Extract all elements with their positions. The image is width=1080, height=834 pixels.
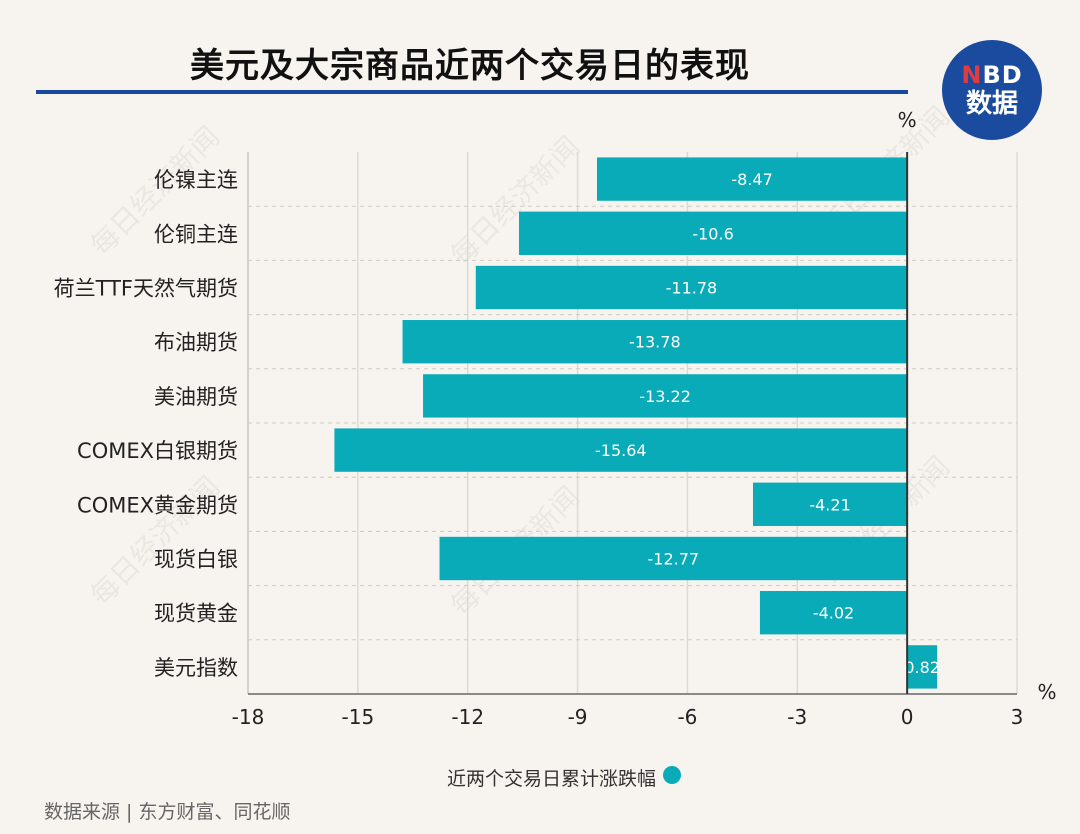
- bar-value-label: -12.77: [648, 550, 700, 569]
- legend-label: 近两个交易日累计涨跌幅: [446, 768, 656, 790]
- category-label: COMEX白银期货: [77, 439, 238, 463]
- bar: [475, 265, 908, 310]
- unit-label-right: %: [1037, 680, 1056, 704]
- category-label: 伦镍主连: [154, 168, 238, 192]
- bar: [596, 157, 908, 201]
- x-tick-label: -6: [677, 705, 697, 729]
- bar-value-label: -13.22: [639, 387, 691, 406]
- bar: [439, 536, 908, 581]
- source-note: 数据来源 | 东方财富、同花顺: [44, 801, 291, 823]
- chart-title: 美元及大宗商品近两个交易日的表现: [190, 46, 750, 86]
- bar-value-label: -15.64: [595, 441, 647, 460]
- title-underline: [36, 90, 908, 94]
- bar: [334, 428, 908, 472]
- unit-label-top: %: [898, 108, 917, 132]
- bar-value-label: -8.47: [731, 170, 772, 189]
- x-tick-label: -3: [787, 705, 807, 729]
- nbd-logo: NBD 数据: [942, 40, 1042, 140]
- bar: [402, 320, 908, 364]
- category-label: COMEX黄金期货: [77, 493, 238, 517]
- bar-value-label: -4.02: [813, 604, 854, 623]
- bar-value-label: -11.78: [666, 279, 718, 298]
- legend: 近两个交易日累计涨跌幅: [0, 764, 1080, 790]
- x-tick-label: -15: [342, 705, 375, 729]
- x-tick-label: 3: [1011, 705, 1024, 729]
- x-tick-label: -9: [568, 705, 588, 729]
- category-label: 荷兰TTF天然气期货: [54, 277, 238, 301]
- category-label: 布油期货: [154, 331, 238, 355]
- x-tick-label: -12: [451, 705, 484, 729]
- category-label: 美油期货: [154, 385, 238, 409]
- bar: [423, 374, 908, 418]
- category-label: 现货白银: [154, 548, 238, 572]
- bar: [518, 211, 908, 255]
- category-label: 美元指数: [154, 656, 238, 680]
- legend-swatch: [663, 766, 681, 784]
- bar: [752, 482, 908, 526]
- bar-value-label: -4.21: [809, 495, 850, 514]
- bar: [907, 645, 938, 689]
- bar: [759, 591, 908, 635]
- bar-value-label: 0.82: [904, 658, 940, 677]
- logo-letter-n: N: [961, 61, 983, 89]
- bar-value-label: -10.6: [692, 224, 733, 243]
- category-label: 伦铜主连: [154, 222, 238, 246]
- bar-value-label: -13.78: [629, 333, 681, 352]
- x-tick-label: -18: [232, 705, 265, 729]
- logo-letters-bd: BD: [982, 61, 1023, 89]
- logo-shuju: 数据: [965, 89, 1018, 119]
- x-tick-label: 0: [901, 705, 914, 729]
- category-label: 现货黄金: [154, 602, 238, 626]
